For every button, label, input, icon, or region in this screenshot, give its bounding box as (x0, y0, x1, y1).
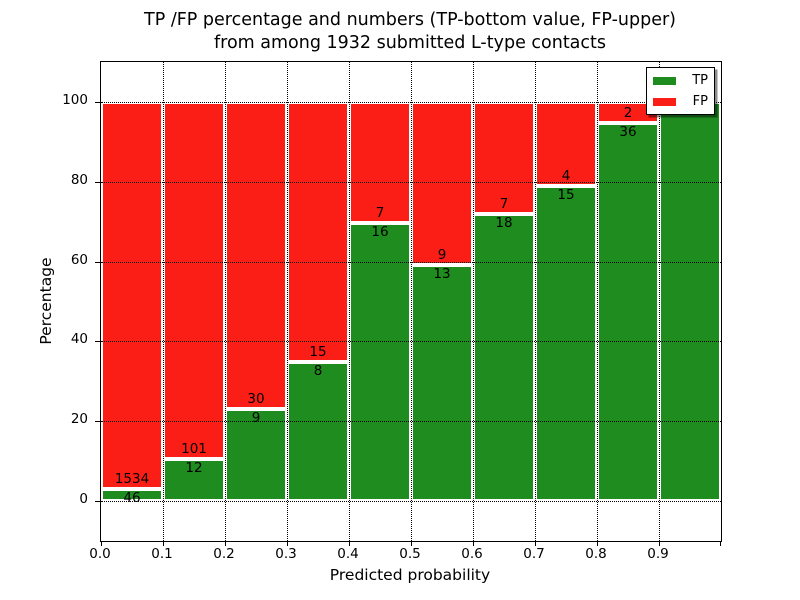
bar-label-tp: 9 (251, 409, 261, 426)
bar-segment-fp (287, 101, 349, 363)
bar-label-fp: 30 (247, 390, 265, 407)
bar-segment-tp (101, 489, 163, 502)
bar-label-fp: 2 (623, 104, 633, 121)
chart-title: TP /FP percentage and numbers (TP-bottom… (100, 9, 720, 55)
bar-segment-tp (535, 185, 597, 502)
gridline-x (410, 62, 412, 541)
bar-segment-fp (349, 101, 411, 224)
x-tick-label: 0.6 (461, 546, 483, 562)
x-tick (101, 541, 102, 546)
gridline-y (101, 101, 721, 103)
x-tick-label: 0.2 (213, 546, 235, 562)
bar-segment-fp (101, 101, 163, 490)
bar-segment-tp (659, 101, 721, 502)
x-tick (720, 541, 721, 546)
gridline-y (101, 261, 721, 263)
x-tick-label: 0.0 (89, 546, 111, 562)
x-tick-label: 0.9 (647, 546, 669, 562)
y-tick-label: 0 (79, 491, 88, 508)
gridline-x (348, 62, 350, 541)
legend-entry-fp: FP (653, 93, 708, 110)
bar-label-tp: 15 (557, 186, 575, 203)
bar-label-fp: 9 (437, 247, 447, 264)
bar-segment-tp (225, 408, 287, 502)
gridline-x (596, 62, 598, 541)
x-tick-label: 0.8 (585, 546, 607, 562)
legend-entry-tp: TP (653, 72, 708, 89)
gridline-y (101, 341, 721, 343)
legend: TP FP (646, 67, 715, 115)
bar-label-fp: 101 (181, 440, 207, 457)
y-tick-label: 60 (70, 251, 88, 268)
gridline-x (534, 62, 536, 541)
gridline-y (101, 501, 721, 503)
x-tick-label: 0.5 (399, 546, 421, 562)
y-tick (95, 341, 100, 343)
bar-label-tp: 16 (371, 224, 389, 241)
x-tick (349, 541, 350, 546)
bar-label-tp: 8 (313, 363, 323, 380)
y-tick-label: 20 (70, 411, 88, 428)
legend-label-fp: FP (692, 94, 708, 109)
bar-segment-fp (473, 101, 535, 214)
bar-segment-tp (473, 213, 535, 502)
bar-segment-tp (287, 362, 349, 502)
bar-label-tp: 46 (123, 490, 141, 507)
y-tick-label: 40 (70, 331, 88, 348)
gridline-y (101, 181, 721, 183)
gridline-x (162, 62, 164, 541)
bar-segment-tp (163, 458, 225, 502)
y-tick (95, 421, 100, 423)
x-axis-label: Predicted probability (329, 566, 491, 584)
x-tick (659, 541, 660, 546)
chart-title-line2: from among 1932 submitted L-type contact… (213, 33, 607, 54)
legend-swatch-tp-icon (653, 76, 676, 85)
bar-label-fp: 15 (309, 344, 327, 361)
y-tick-label: 80 (70, 171, 88, 188)
bar-label-tp: 12 (185, 459, 203, 476)
y-tick (95, 261, 100, 263)
bar-segment-fp (225, 101, 287, 409)
bar-label-fp: 4 (561, 167, 571, 184)
y-tick (95, 181, 100, 183)
bar-label-fp: 7 (375, 205, 385, 222)
y-axis-label: Percentage (37, 257, 55, 345)
gridline-y (101, 421, 721, 423)
bar-label-tp: 18 (495, 214, 513, 231)
x-tick (473, 541, 474, 546)
gridline-x (286, 62, 288, 541)
x-tick-label: 0.4 (337, 546, 359, 562)
y-tick (95, 101, 100, 103)
x-tick (597, 541, 598, 546)
x-tick (535, 541, 536, 546)
x-tick (163, 541, 164, 546)
bar-label-tp: 36 (619, 123, 637, 140)
x-tick (411, 541, 412, 546)
legend-swatch-fp-icon (653, 97, 676, 106)
bar-segment-fp (411, 101, 473, 266)
x-tick (225, 541, 226, 546)
bar-segment-tp (597, 122, 659, 502)
x-tick-label: 0.7 (523, 546, 545, 562)
y-tick (95, 501, 100, 503)
bar-segment-fp (535, 101, 597, 186)
bar-label-fp: 1534 (114, 471, 150, 488)
plot-area: 1534461011230915871691371841523650 (95, 61, 722, 546)
bar-segment-tp (411, 265, 473, 502)
gridline-x (224, 62, 226, 541)
x-tick (287, 541, 288, 546)
y-tick-label: 100 (62, 91, 88, 108)
gridline-x (472, 62, 474, 541)
legend-label-tp: TP (692, 73, 708, 88)
bar-segment-fp (163, 101, 225, 459)
bar-label-tp: 13 (433, 266, 451, 283)
gridline-x (658, 62, 660, 541)
chart-title-line1: TP /FP percentage and numbers (TP-bottom… (144, 10, 676, 30)
x-tick-label: 0.3 (275, 546, 297, 562)
bar-label-fp: 7 (499, 195, 509, 212)
x-tick-label: 0.1 (151, 546, 173, 562)
bar-segment-tp (349, 223, 411, 502)
